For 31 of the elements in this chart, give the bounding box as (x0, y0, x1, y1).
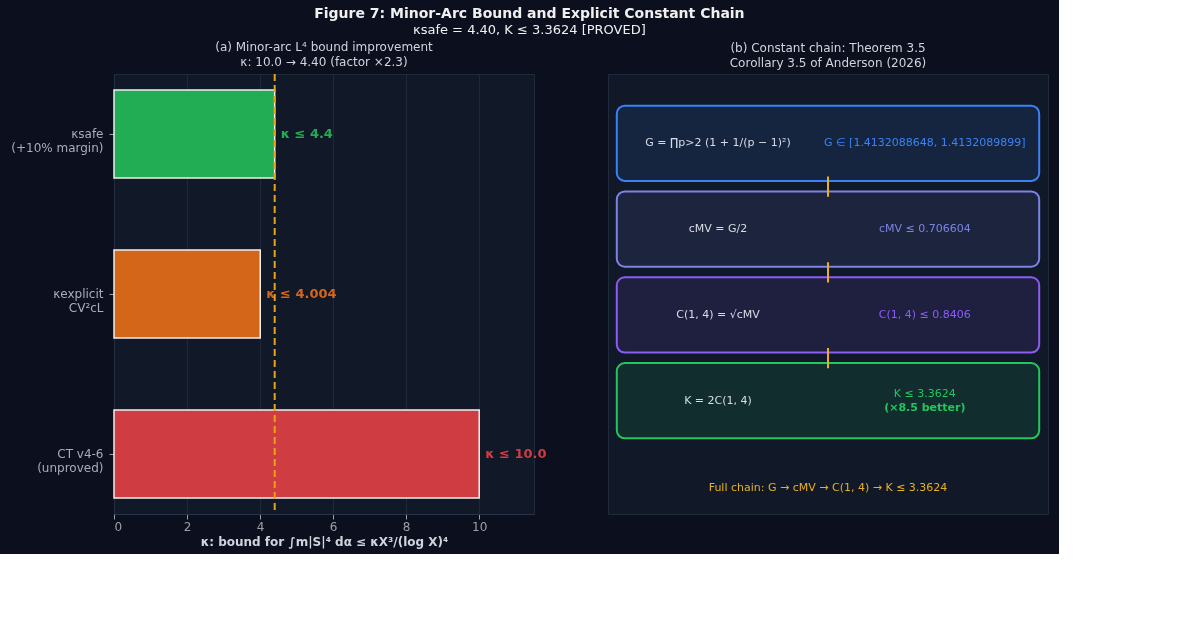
y-tick-label: CT v4-6 (unproved) (37, 447, 104, 475)
x-tick-label: 2 (183, 519, 192, 534)
caption: Figure 7: Minor-Arc Bound and Explicit Constant Chain (314, 4, 745, 21)
bar (113, 249, 261, 339)
x-tick-label: 4 (256, 519, 265, 534)
chart-title: (a) Minor-arc L⁴ bound improvement (215, 40, 434, 54)
text: Full chain: G → cMV → C(1, 4) → K ≤ 3.3624 (708, 480, 948, 494)
text: G ∈ [1.4132088648, 1.4132089899] (823, 136, 1026, 150)
bar (113, 89, 276, 179)
text: G = ∏p>2 (1 + 1/(p − 1)²) (645, 136, 791, 150)
x-tick-label: 0 (114, 519, 123, 534)
data-label: κ ≤ 4.004 (266, 286, 337, 301)
text: cMV ≤ 0.706604 (878, 222, 971, 236)
bar (113, 409, 480, 499)
y-tick-label: κexplicit CV²cL (53, 287, 104, 315)
text: (b) Constant chain: Theorem 3.5 (730, 41, 926, 55)
text: K = 2C(1, 4) (684, 393, 752, 407)
text: cMV = G/2 (688, 222, 748, 236)
x-tick-label: 8 (402, 519, 411, 534)
x-tick-label: 10 (472, 519, 488, 534)
text: Corollary 3.5 of Anderson (2026) (729, 56, 927, 70)
text: κsafe = 4.40, K ≤ 3.3624 [PROVED] (413, 21, 646, 37)
data-label: κ ≤ 10.0 (485, 446, 547, 461)
data-label: κ ≤ 4.4 (280, 126, 333, 141)
y-tick-label: κsafe (+10% margin) (11, 127, 104, 155)
x-axis-title: κ: bound for ∫m|S|⁴ dα ≤ κX³/(log X)⁴ (200, 534, 449, 549)
x-tick-label: 6 (329, 519, 338, 534)
text: C(1, 4) ≤ 0.8406 (878, 307, 971, 321)
text: C(1, 4) = √cMV (676, 307, 761, 321)
text: K ≤ 3.3624 (×8.5 better) (884, 386, 966, 414)
chart-subtitle: κ: 10.0 → 4.40 (factor ×2.3) (240, 55, 408, 69)
